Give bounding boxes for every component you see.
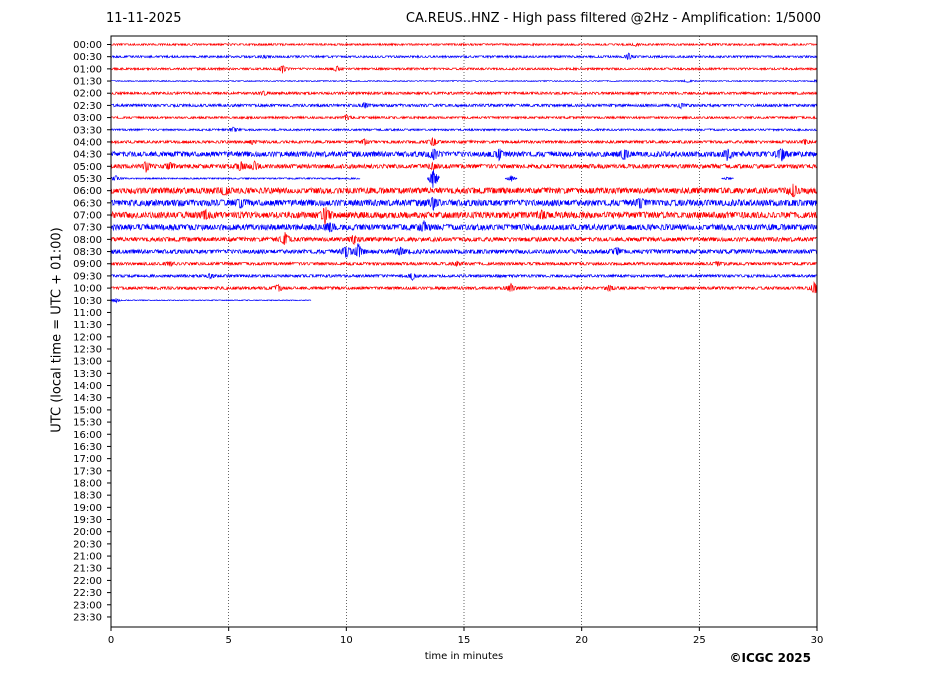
trace-0730 xyxy=(110,220,818,233)
y-tick-label: 15:00 xyxy=(73,405,102,416)
y-tick-label: 05:00 xyxy=(73,162,102,173)
y-tick-label: 06:30 xyxy=(73,198,102,209)
trace-1030 xyxy=(110,298,312,304)
y-tick-label: 17:30 xyxy=(73,466,102,477)
y-tick-label: 15:30 xyxy=(73,418,102,429)
trace-0600 xyxy=(110,183,818,198)
trace-0930 xyxy=(110,272,818,282)
trace-0900 xyxy=(110,260,818,267)
y-tick-label: 05:30 xyxy=(73,174,102,185)
x-axis-label: time in minutes xyxy=(424,651,504,662)
y-tick-label: 18:00 xyxy=(73,478,102,489)
trace-0130 xyxy=(110,78,818,83)
y-tick-label: 08:30 xyxy=(73,247,102,258)
trace-0000 xyxy=(110,42,818,48)
x-tick-label: 15 xyxy=(458,635,471,646)
trace-0700 xyxy=(110,207,818,225)
y-tick-label: 10:30 xyxy=(73,296,102,307)
x-tick-label: 0 xyxy=(108,635,114,646)
y-tick-label: 20:30 xyxy=(73,539,102,550)
trace-event xyxy=(427,170,440,188)
trace-0800 xyxy=(110,232,818,246)
trace-0630 xyxy=(110,196,818,211)
y-tick-label: 02:00 xyxy=(73,89,102,100)
y-tick-label: 14:00 xyxy=(73,381,102,392)
y-tick-label: 01:00 xyxy=(73,64,102,75)
y-tick-label: 19:30 xyxy=(73,515,102,526)
y-tick-label: 22:00 xyxy=(73,576,102,587)
trace-0200 xyxy=(110,90,817,96)
trace-0500 xyxy=(110,160,818,173)
y-tick-label: 13:00 xyxy=(73,357,102,368)
y-tick-label: 23:30 xyxy=(73,612,102,623)
x-tick-label: 25 xyxy=(693,635,706,646)
trace-event xyxy=(721,176,734,181)
y-tick-label: 10:00 xyxy=(73,284,102,295)
trace-0400 xyxy=(110,137,818,147)
trace-0330 xyxy=(110,126,818,133)
x-tick-label: 20 xyxy=(575,635,588,646)
y-tick-label: 16:00 xyxy=(73,430,102,441)
trace-0030 xyxy=(110,52,818,61)
y-tick-label: 16:30 xyxy=(73,442,102,453)
y-tick-label: 00:00 xyxy=(73,40,102,51)
y-tick-label: 04:30 xyxy=(73,150,102,161)
x-axis-ticks: 0 5 10 15 20 25 30 xyxy=(108,627,824,646)
trace-0100 xyxy=(110,65,818,74)
chart-title: CA.REUS..HNZ - High pass filtered @2Hz -… xyxy=(405,11,821,26)
y-tick-label: 00:30 xyxy=(73,52,102,63)
y-tick-label: 14:30 xyxy=(73,393,102,404)
y-tick-label: 04:00 xyxy=(73,137,102,148)
date-label: 11-11-2025 xyxy=(106,11,182,26)
y-tick-label: 17:00 xyxy=(73,454,102,465)
trace-0430 xyxy=(110,148,818,162)
y-tick-label: 06:00 xyxy=(73,186,102,197)
plot-frame xyxy=(110,35,818,628)
y-tick-label: 21:30 xyxy=(73,564,102,575)
y-tick-label: 07:00 xyxy=(73,211,102,222)
trace-0300 xyxy=(110,113,818,121)
y-tick-label: 23:00 xyxy=(73,600,102,611)
x-tick-label: 10 xyxy=(340,635,353,646)
y-tick-label: 21:00 xyxy=(73,552,102,563)
y-tick-label: 09:00 xyxy=(73,259,102,270)
y-tick-label: 01:30 xyxy=(73,77,102,88)
y-tick-label: 09:30 xyxy=(73,271,102,282)
y-tick-label: 12:30 xyxy=(73,345,102,356)
grid-lines xyxy=(228,36,700,627)
y-tick-label: 20:00 xyxy=(73,527,102,538)
x-tick-label: 5 xyxy=(225,635,231,646)
y-tick-label: 11:00 xyxy=(73,308,102,319)
y-tick-label: 03:00 xyxy=(73,113,102,124)
y-tick-label: 12:00 xyxy=(73,332,102,343)
y-tick-label: 07:30 xyxy=(73,223,102,234)
x-tick-label: 30 xyxy=(811,635,824,646)
traces xyxy=(110,42,818,304)
trace-1000 xyxy=(110,280,818,294)
y-axis-label: UTC (local time = UTC + 01:00) xyxy=(49,227,65,433)
y-tick-label: 22:30 xyxy=(73,588,102,599)
copyright-label: ©ICGC 2025 xyxy=(729,651,811,665)
y-tick-label: 08:00 xyxy=(73,235,102,246)
y-tick-label: 03:30 xyxy=(73,125,102,136)
trace-0530 xyxy=(110,175,361,181)
y-tick-label: 13:30 xyxy=(73,369,102,380)
trace-0230 xyxy=(110,101,818,110)
y-tick-label: 02:30 xyxy=(73,101,102,112)
trace-0830 xyxy=(110,243,818,258)
y-tick-label: 11:30 xyxy=(73,320,102,331)
trace-event xyxy=(504,175,518,182)
y-tick-label: 18:30 xyxy=(73,491,102,502)
y-tick-label: 19:00 xyxy=(73,503,102,514)
